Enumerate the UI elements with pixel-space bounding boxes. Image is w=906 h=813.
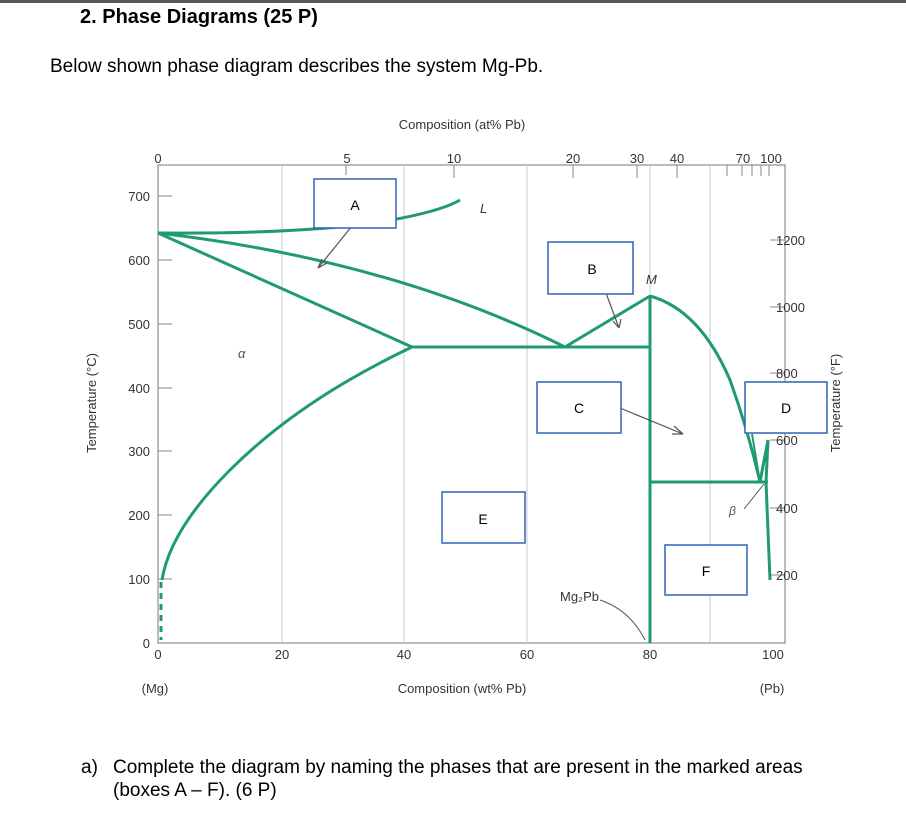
right-tick: 400	[776, 501, 798, 516]
right-tick: 600	[776, 433, 798, 448]
intro-text: Below shown phase diagram describes the …	[50, 56, 544, 77]
box-f[interactable]	[664, 544, 748, 596]
liquid-label: L	[480, 201, 487, 216]
top-axis-ticks	[345, 165, 770, 178]
right-axis-ticks	[770, 239, 785, 576]
alpha-label: α	[238, 346, 246, 361]
bottom-tick: 100	[762, 647, 784, 662]
left-tick: 500	[128, 317, 150, 332]
arrow-b	[605, 292, 620, 329]
top-tick: 10	[447, 151, 461, 166]
right-tick: 200	[776, 568, 798, 583]
box-a-label: A	[350, 197, 360, 213]
left-axis-title: Temperature (°C)	[84, 353, 99, 453]
left-tick: 0	[143, 636, 150, 651]
left-axis-ticks	[158, 195, 172, 580]
right-tick: 1000	[776, 300, 805, 315]
max-point-label: M	[646, 272, 657, 287]
top-axis-title: Composition (at% Pb)	[399, 117, 525, 132]
left-tick: 600	[128, 253, 150, 268]
top-tick: 40	[670, 151, 684, 166]
compound-pointer	[599, 599, 646, 641]
box-b[interactable]	[547, 241, 634, 295]
question-a: a) Complete the diagram by naming the pha…	[81, 756, 871, 802]
bottom-tick: 40	[397, 647, 411, 662]
box-b-label: B	[587, 261, 596, 277]
question-a-text: Complete the diagram by naming the phase…	[113, 757, 803, 801]
left-tick: 700	[128, 189, 150, 204]
question-a-label: a)	[81, 757, 98, 778]
box-d-label: D	[781, 400, 791, 416]
box-c[interactable]	[536, 381, 622, 434]
liquidus-compound-right	[649, 294, 762, 483]
left-tick: 200	[128, 508, 150, 523]
vertical-gridlines	[281, 165, 711, 643]
answer-boxes: A B C D E F	[313, 178, 828, 596]
top-tick: 20	[566, 151, 580, 166]
right-tick: 1200	[776, 233, 805, 248]
bottom-tick: 0	[154, 647, 161, 662]
arrow-a-head	[317, 258, 328, 269]
arrow-b-head	[612, 318, 622, 329]
bottom-tick: 20	[275, 647, 289, 662]
bottom-left-label: (Mg)	[142, 681, 169, 696]
box-d[interactable]	[744, 381, 828, 434]
top-tick: 30	[630, 151, 644, 166]
right-axis-title: Temperature (°F)	[828, 354, 843, 452]
liquidus-compound-left	[564, 294, 651, 349]
beta-pointer	[743, 483, 765, 510]
box-arrows	[317, 225, 684, 435]
bottom-tick: 60	[520, 647, 534, 662]
bottom-right-label: (Pb)	[760, 681, 785, 696]
left-tick: 300	[128, 444, 150, 459]
question-heading: 2. Phase Diagrams (25 P)	[80, 6, 318, 28]
beta-solvus	[764, 439, 772, 581]
arrow-a	[317, 225, 353, 269]
bottom-axis-title: Composition (wt% Pb)	[398, 681, 527, 696]
liquidus-left	[157, 231, 566, 349]
top-tick: 5	[343, 151, 350, 166]
solidus-alpha	[157, 231, 413, 349]
beta-label: β	[728, 504, 736, 518]
top-rule	[0, 0, 906, 3]
top-tick: 100	[760, 151, 782, 166]
arrow-c-head	[672, 425, 684, 435]
box-c-label: C	[574, 400, 584, 416]
solvus-alpha	[160, 345, 413, 581]
compound-label: Mg₂Pb	[560, 589, 599, 604]
right-tick: 800	[776, 366, 798, 381]
top-tick: 70	[736, 151, 750, 166]
box-f-label: F	[702, 563, 711, 579]
left-tick: 100	[128, 572, 150, 587]
top-tick: 0	[154, 151, 161, 166]
box-e[interactable]	[441, 491, 526, 544]
box-a[interactable]	[313, 178, 397, 229]
left-tick: 400	[128, 381, 150, 396]
liquidus-upper-left	[157, 198, 461, 235]
box-d-overlap-lines	[751, 433, 769, 483]
box-e-label: E	[478, 511, 487, 527]
bottom-tick: 80	[643, 647, 657, 662]
arrow-c	[619, 407, 684, 435]
